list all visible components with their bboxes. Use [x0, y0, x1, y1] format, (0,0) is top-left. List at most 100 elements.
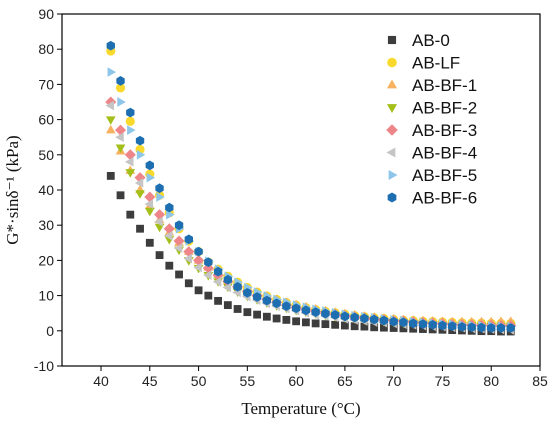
legend-label: AB-BF-1	[412, 76, 477, 95]
data-point	[233, 281, 242, 292]
x-tick-label: 60	[288, 373, 304, 389]
data-point	[340, 321, 349, 330]
data-point	[301, 305, 311, 316]
legend-marker	[388, 169, 398, 181]
data-point	[184, 234, 193, 245]
data-point	[145, 160, 154, 171]
data-point	[116, 76, 125, 86]
data-point	[252, 292, 262, 302]
data-point	[282, 301, 291, 311]
data-point	[272, 298, 281, 309]
data-point	[173, 243, 183, 253]
data-point	[350, 322, 359, 331]
data-point	[126, 210, 135, 219]
data-point	[418, 319, 428, 329]
x-tick-label: 45	[142, 373, 158, 389]
data-point	[399, 324, 408, 333]
data-point	[389, 324, 398, 332]
x-tick-label: 80	[483, 373, 499, 389]
data-point	[125, 116, 135, 126]
data-point	[379, 315, 389, 326]
data-point	[253, 310, 262, 319]
legend-label: AB-BF-2	[412, 99, 477, 118]
data-point	[155, 251, 164, 260]
data-point	[134, 172, 146, 184]
data-point	[193, 254, 205, 266]
data-point	[301, 318, 310, 327]
data-point	[496, 323, 506, 333]
data-point	[127, 125, 136, 135]
legend-item: AB-BF-1	[386, 76, 477, 95]
data-point	[184, 279, 193, 288]
data-point	[105, 100, 114, 111]
data-point	[146, 172, 156, 183]
data-point	[282, 315, 291, 324]
data-point	[243, 287, 252, 298]
data-point	[175, 270, 183, 279]
data-point	[331, 320, 340, 329]
data-points	[105, 40, 517, 336]
y-tick-label: -10	[34, 358, 54, 374]
data-point	[136, 149, 146, 160]
data-point	[154, 216, 163, 227]
data-point	[144, 207, 155, 217]
y-tick-label: 10	[38, 288, 54, 304]
data-point	[262, 295, 272, 306]
data-point	[399, 317, 408, 328]
data-point	[173, 235, 185, 247]
x-tick-label: 40	[93, 373, 109, 389]
data-point	[212, 277, 222, 287]
data-point	[125, 169, 136, 178]
data-point	[291, 303, 301, 314]
data-point	[135, 135, 145, 146]
data-point	[126, 107, 135, 118]
data-point	[350, 312, 359, 323]
data-point	[163, 223, 175, 235]
legend-item: AB-0	[387, 31, 450, 50]
data-point	[409, 318, 418, 329]
x-tick-label: 70	[386, 373, 402, 389]
legend-marker	[386, 104, 398, 114]
data-point	[144, 191, 156, 203]
data-point	[233, 305, 242, 313]
data-point	[106, 172, 115, 180]
y-axis-ticks: -10 0 10 20 30 40 50 60 70 80 90	[34, 6, 62, 374]
data-point	[134, 178, 144, 188]
data-point	[204, 257, 213, 267]
legend-marker	[387, 35, 397, 45]
data-point	[477, 322, 486, 333]
data-point	[193, 262, 202, 273]
data-point	[213, 266, 223, 277]
data-point	[156, 192, 165, 202]
data-point	[166, 209, 175, 220]
data-point	[154, 223, 165, 233]
data-point	[311, 319, 320, 328]
data-point	[370, 323, 379, 332]
data-point	[292, 317, 301, 326]
data-point	[155, 183, 164, 194]
data-point	[124, 149, 136, 161]
data-point	[115, 144, 126, 154]
data-point	[165, 261, 174, 270]
data-point	[115, 132, 124, 143]
data-point	[506, 323, 515, 333]
legend-label: AB-BF-5	[412, 166, 477, 185]
data-point	[311, 307, 320, 317]
data-point	[204, 291, 213, 300]
y-tick-label: 60	[38, 112, 54, 128]
legend-marker	[387, 192, 397, 203]
data-point	[125, 157, 134, 167]
data-point	[487, 323, 496, 333]
data-point	[222, 282, 232, 293]
data-point	[438, 320, 447, 331]
data-point	[360, 322, 369, 331]
y-tick-label: 30	[38, 217, 54, 233]
y-tick-label: 40	[38, 182, 54, 198]
x-tick-label: 55	[240, 373, 256, 389]
data-point	[330, 310, 340, 320]
y-tick-label: 80	[38, 41, 54, 57]
x-tick-label: 75	[435, 373, 451, 389]
data-point	[428, 319, 437, 330]
